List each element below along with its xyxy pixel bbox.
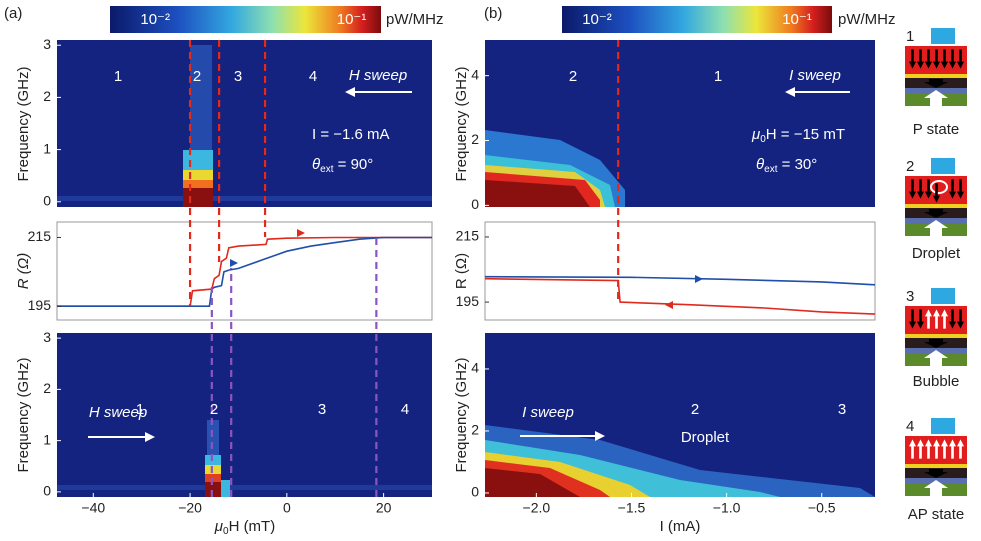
condition: θext = 30°	[756, 156, 817, 175]
unit: H (mT)	[229, 518, 276, 535]
colorbar-unit: pW/MHz	[838, 11, 896, 28]
condition: θext = 90°	[312, 156, 373, 175]
y-tick-label: 195	[28, 297, 52, 313]
condition: I = −1.6 mA	[312, 126, 390, 143]
symbol: θ	[756, 156, 764, 173]
state-diagram: 1 P state	[905, 28, 967, 138]
x-tick-label: −0.5	[808, 500, 836, 516]
r-curve	[484, 275, 876, 286]
region-label: 2	[691, 401, 699, 418]
subscript: ext	[764, 164, 778, 175]
y-tick-label: 0	[471, 484, 479, 500]
y-tick-label: 4	[471, 360, 479, 376]
colorbar-tick-label: 10⁻²	[582, 11, 612, 28]
y-axis-label: Frequency (GHz)	[453, 357, 470, 472]
colorbar-tick-label: 10⁻²	[140, 11, 170, 28]
state-number: 4	[906, 418, 914, 435]
state-caption: AP state	[908, 506, 964, 523]
y-tick-label: 2	[43, 380, 51, 396]
y-tick-label: 195	[456, 293, 480, 309]
y-axis-label: Frequency (GHz)	[15, 66, 32, 181]
state-label: Droplet	[681, 429, 730, 446]
region-label: 3	[318, 401, 326, 418]
panel-label: (a)	[4, 5, 22, 22]
region-label: 3	[838, 401, 846, 418]
y-tick-label: 0	[43, 192, 51, 208]
sweep-label: I sweep	[789, 67, 841, 84]
state-number: 1	[906, 28, 914, 45]
region-label: 1	[714, 68, 722, 85]
x-tick-label: −2.0	[523, 500, 551, 516]
x-tick-label: −20	[178, 500, 202, 516]
y-tick-label: 215	[28, 228, 52, 244]
value: = 30°	[777, 156, 817, 173]
subscript: 0	[760, 134, 766, 145]
y-tick-label: 0	[471, 196, 479, 212]
region-label: 2	[569, 68, 577, 85]
y-axis-label: Frequency (GHz)	[453, 66, 470, 181]
y-tick-label: 4	[471, 66, 479, 82]
y-tick-label: 0	[43, 483, 51, 499]
y-tick-label: 1	[43, 431, 51, 447]
x-tick-label: 20	[376, 500, 392, 516]
symbol: μ	[751, 126, 760, 143]
sweep-label: H sweep	[349, 67, 407, 84]
value: H = −15 mT	[766, 126, 845, 143]
y-tick-label: 2	[43, 88, 51, 104]
sweep-label: H sweep	[89, 404, 147, 421]
y-axis-label: R (Ω)	[453, 253, 470, 289]
region-label: 4	[401, 401, 409, 418]
x-tick-label: 0	[283, 500, 291, 516]
r-curve	[57, 236, 432, 307]
panel-label: (b)	[484, 5, 502, 22]
region-label: 1	[136, 401, 144, 418]
state-diagram: 2 Droplet	[905, 158, 967, 262]
state-caption: P state	[913, 121, 959, 138]
region-label: 3	[234, 68, 242, 85]
sweep-label: I sweep	[522, 404, 574, 421]
x-axis-label: I (mA)	[660, 518, 701, 535]
region-label: 1	[114, 68, 122, 85]
region-label: 2	[193, 68, 201, 85]
y-tick-label: 2	[471, 131, 479, 147]
state-number: 3	[906, 288, 914, 305]
annotations: (a) (b) pW/MHz pW/MHz 1 2 3 4 H sweep I …	[4, 5, 896, 537]
schematic: 1 P state 2 Droplet 3 Bubble 4 AP state	[905, 28, 967, 523]
subscript: ext	[320, 164, 334, 175]
state-caption: Droplet	[912, 245, 961, 262]
colorbar-tick-label: 10⁻¹	[337, 11, 367, 28]
region-label: 2	[210, 401, 218, 418]
direction-arrow	[230, 259, 238, 267]
y-axis-label: R (Ω)	[15, 253, 32, 289]
y-tick-label: 3	[43, 329, 51, 345]
colorbar-unit: pW/MHz	[386, 11, 444, 28]
direction-arrow	[297, 229, 305, 237]
subscript: 0	[223, 526, 229, 537]
x-tick-label: −40	[81, 500, 105, 516]
y-tick-label: 2	[471, 422, 479, 438]
state-diagram: 3 Bubble	[905, 288, 967, 390]
y-tick-label: 215	[456, 228, 480, 244]
direction-arrow	[695, 275, 703, 283]
y-tick-label: 1	[43, 140, 51, 156]
x-tick-label: −1.5	[618, 500, 646, 516]
x-tick-label: −1.0	[713, 500, 741, 516]
condition: μ0H = −15 mT	[751, 126, 845, 145]
state-caption: Bubble	[913, 373, 960, 390]
colorbar-tick-label: 10⁻¹	[782, 11, 812, 28]
y-axis-label: Frequency (GHz)	[15, 357, 32, 472]
y-tick-label: 3	[43, 36, 51, 52]
x-axis-label: μ0H (mT)	[214, 518, 275, 537]
symbol: θ	[312, 156, 320, 173]
symbol: μ	[214, 518, 223, 535]
region-label: 4	[309, 68, 317, 85]
state-number: 2	[906, 158, 914, 175]
state-diagram: 4 AP state	[905, 418, 967, 523]
value: = 90°	[333, 156, 373, 173]
direction-arrow	[665, 301, 673, 309]
